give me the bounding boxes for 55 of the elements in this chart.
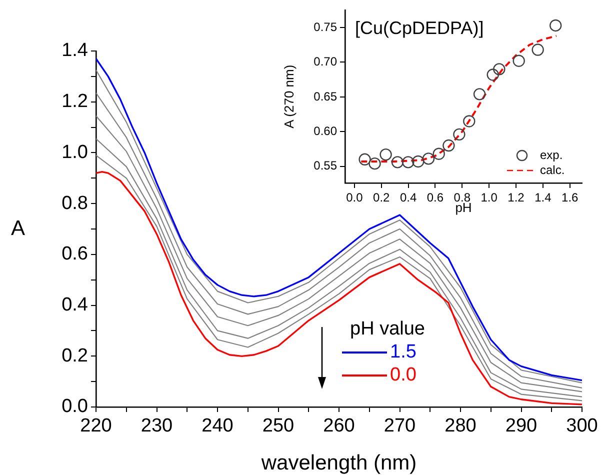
x-tick-label: 1.0 (480, 190, 498, 205)
point (368, 157, 381, 170)
y-tick-label: 0.75 (314, 20, 338, 34)
y-axis-title: A (270 nm) (281, 64, 296, 128)
x-tick-label: 0.4 (400, 190, 417, 205)
x-tick-label: 250 (262, 416, 294, 437)
point (412, 155, 424, 168)
point (512, 54, 525, 67)
point (532, 44, 544, 56)
annotation: [Cu(CpDEDPA)] (355, 18, 484, 38)
x-tick-label: 0.2 (373, 190, 390, 205)
y-tick-label: 0.60 (314, 124, 338, 138)
x-tick-label: 1.6 (562, 190, 579, 205)
x-tick-label: 230 (140, 416, 173, 437)
y-tick-label: 1.4 (62, 40, 88, 62)
x-tick-label: 220 (80, 416, 112, 437)
point (422, 152, 435, 165)
x-tick-label: 260 (323, 416, 355, 437)
y-tick-label: 1.0 (62, 142, 88, 163)
x-tick-label: 280 (444, 416, 476, 437)
legend-label: 1.5 (390, 342, 416, 363)
y-tick-label: 1.2 (62, 91, 88, 112)
point (442, 139, 455, 152)
legend-title: pH value (350, 318, 425, 340)
y-tick-label: 0.6 (62, 244, 88, 265)
x-axis-title: wavelength (nm) (260, 451, 417, 474)
point (463, 115, 476, 128)
point (493, 63, 506, 76)
y-tick-label: 0.65 (314, 89, 338, 104)
point (391, 156, 404, 168)
y-axis-title: A (10, 216, 26, 240)
point (380, 148, 392, 161)
x-tick-label: 300 (566, 416, 598, 437)
point (550, 19, 562, 32)
legend-label: calc. (540, 162, 565, 177)
legend-label: 0.0 (390, 364, 416, 386)
x-tick-label: 240 (202, 416, 234, 437)
y-tick-label: 0.0 (62, 396, 88, 418)
point (486, 68, 499, 81)
legend-label: exp. (540, 148, 563, 162)
point (402, 156, 414, 168)
x-tick-label: 0.6 (426, 190, 444, 205)
y-tick-label: 0.55 (314, 158, 338, 173)
x-tick-label: 1.2 (508, 190, 525, 205)
y-tick-label: 0.4 (62, 294, 88, 316)
point (453, 128, 466, 141)
x-tick-label: 1.4 (534, 190, 552, 205)
point (473, 88, 486, 100)
point (432, 148, 445, 160)
x-tick-label: 270 (384, 416, 416, 437)
x-tick-label: 0.0 (346, 190, 364, 205)
x-tick-label: 290 (505, 416, 538, 437)
y-tick-label: 0.2 (62, 345, 88, 366)
point (358, 153, 371, 166)
y-tick-label: 0.70 (314, 54, 338, 69)
